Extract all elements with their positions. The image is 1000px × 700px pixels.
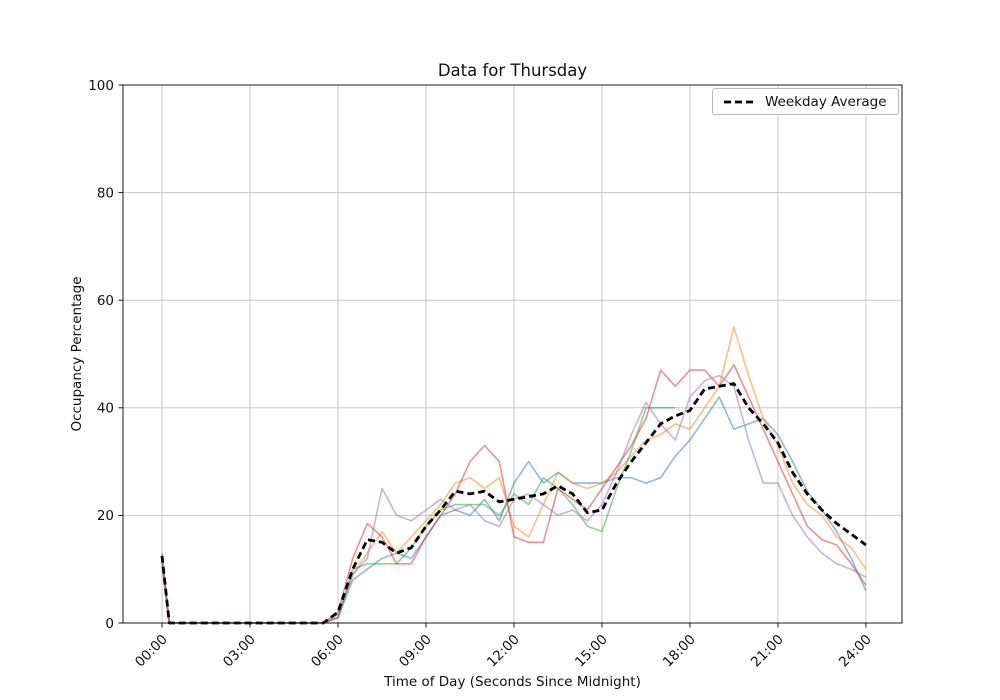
chart-title: Data for Thursday — [437, 61, 588, 80]
y-tick-label: 100 — [88, 78, 114, 94]
x-tick-label: 24:00 — [836, 632, 875, 671]
y-tick-label: 60 — [97, 293, 114, 309]
plot-border — [122, 84, 903, 624]
x-tick-label: 12:00 — [484, 632, 523, 671]
x-tick-label: 21:00 — [748, 632, 787, 671]
legend-dash-sample-icon — [724, 100, 754, 103]
y-tick-label: 40 — [97, 401, 114, 417]
x-tick-label: 09:00 — [396, 632, 435, 671]
legend: Weekday Average — [712, 88, 899, 115]
y-tick-label: 20 — [97, 508, 114, 524]
y-tick-label: 0 — [105, 616, 114, 632]
x-tick-label: 15:00 — [572, 632, 611, 671]
x-axis-label: Time of Day (Seconds Since Midnight) — [384, 674, 641, 690]
legend-label: Weekday Average — [765, 93, 887, 110]
y-axis-label: Occupancy Percentage — [69, 276, 85, 432]
y-tick-label: 80 — [97, 185, 114, 201]
x-tick-label: 06:00 — [308, 632, 347, 671]
x-tick-label: 00:00 — [132, 632, 171, 671]
x-tick-label: 03:00 — [220, 632, 259, 671]
x-tick-label: 18:00 — [660, 632, 699, 671]
